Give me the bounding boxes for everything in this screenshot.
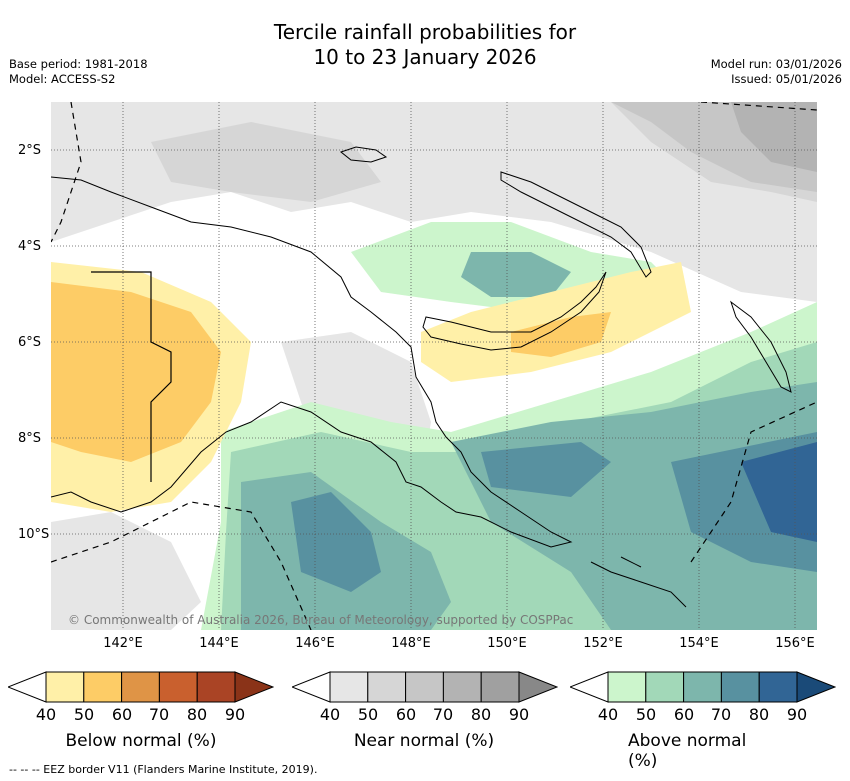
below-colorbar-segment bbox=[158, 671, 198, 703]
gridlines bbox=[51, 102, 817, 630]
near-normal-regions bbox=[51, 102, 817, 630]
above-colorbar-under bbox=[570, 671, 609, 703]
above-tick-60: 60 bbox=[673, 705, 695, 724]
below-tick-90: 90 bbox=[224, 705, 246, 724]
above-colorbar-segment bbox=[720, 671, 760, 703]
near-normal-colorbar bbox=[292, 671, 558, 703]
map-canvas bbox=[51, 102, 817, 630]
below-colorbar-segments bbox=[45, 671, 236, 703]
below-normal-title: Below normal (%) bbox=[65, 731, 217, 751]
above-colorbar-segment bbox=[607, 671, 647, 703]
lon-label-144e: 144°E bbox=[199, 636, 239, 651]
above-tick-70: 70 bbox=[710, 705, 732, 724]
lat-label-6s: 6°S bbox=[18, 335, 42, 350]
below-colorbar-segment bbox=[45, 671, 85, 703]
near-tick-90: 90 bbox=[508, 705, 530, 724]
eez-footer-note: -- -- -- EEZ border V11 (Flanders Marine… bbox=[9, 763, 318, 776]
map-panel bbox=[51, 102, 817, 630]
model-text: Model: ACCESS-S2 bbox=[9, 72, 116, 86]
base-period-text: Base period: 1981-2018 bbox=[9, 57, 148, 71]
below-region-east-50 bbox=[511, 312, 611, 357]
above-tick-80: 80 bbox=[748, 705, 770, 724]
near-colorbar-segment bbox=[367, 671, 407, 703]
model-run-text: Model run: 03/01/2026 bbox=[710, 57, 842, 71]
new-britain-coastline bbox=[422, 271, 607, 351]
lat-label-10s: 10°S bbox=[18, 527, 50, 542]
below-normal-colorbar bbox=[8, 671, 274, 703]
near-normal-title: Near normal (%) bbox=[353, 731, 495, 751]
lon-label-146e: 146°E bbox=[295, 636, 335, 651]
eez-border-southeast bbox=[690, 401, 817, 563]
below-normal-regions bbox=[51, 262, 691, 512]
lat-label-8s: 8°S bbox=[18, 431, 42, 446]
above-colorbar-segment bbox=[683, 671, 722, 703]
issued-text: Issued: 05/01/2026 bbox=[731, 72, 842, 86]
above-normal-title: Above normal (%) bbox=[628, 731, 747, 771]
coastlines bbox=[51, 146, 792, 608]
above-region-south-70 bbox=[241, 382, 817, 630]
near-tick-50: 50 bbox=[357, 705, 379, 724]
title-line-2: 10 to 23 January 2026 bbox=[313, 45, 537, 69]
lon-label-152e: 152°E bbox=[583, 636, 623, 651]
below-tick-80: 80 bbox=[186, 705, 208, 724]
lon-label-142e: 142°E bbox=[103, 636, 143, 651]
above-region-south-80 bbox=[291, 432, 817, 592]
lat-label-2s: 2°S bbox=[18, 143, 42, 158]
eez-border-northeast bbox=[700, 102, 817, 111]
near-region-southwest bbox=[51, 512, 201, 630]
lon-label-154e: 154°E bbox=[679, 636, 719, 651]
above-normal-colorbar bbox=[570, 671, 836, 703]
lat-label-4s: 4°S bbox=[18, 239, 42, 254]
eez-border-north bbox=[51, 102, 82, 243]
above-tick-40: 40 bbox=[597, 705, 619, 724]
meta-right: Model run: 03/01/2026 Issued: 05/01/2026 bbox=[711, 57, 842, 87]
near-tick-70: 70 bbox=[432, 705, 454, 724]
chart-title: Tercile rainfall probabilities for 10 to… bbox=[0, 20, 850, 70]
above-region-north-70 bbox=[461, 252, 571, 297]
below-colorbar-over bbox=[234, 671, 274, 703]
near-region-north-4 bbox=[731, 102, 817, 172]
below-tick-40: 40 bbox=[35, 705, 57, 724]
below-colorbar-under bbox=[8, 671, 47, 703]
below-tick-60: 60 bbox=[111, 705, 133, 724]
near-colorbar-segments bbox=[329, 671, 520, 703]
below-tick-50: 50 bbox=[73, 705, 95, 724]
bougainville-coastline bbox=[730, 300, 792, 393]
near-colorbar-segment bbox=[480, 671, 520, 703]
png-border bbox=[91, 271, 172, 482]
near-colorbar-segment bbox=[405, 671, 444, 703]
eez-borders bbox=[51, 102, 817, 630]
above-colorbar-segment bbox=[645, 671, 685, 703]
above-tick-90: 90 bbox=[786, 705, 808, 724]
lon-label-150e: 150°E bbox=[487, 636, 527, 651]
below-tick-70: 70 bbox=[148, 705, 170, 724]
above-colorbar-over bbox=[796, 671, 836, 703]
below-colorbar-segment bbox=[196, 671, 236, 703]
above-colorbar-segments bbox=[607, 671, 798, 703]
near-tick-60: 60 bbox=[395, 705, 417, 724]
above-tick-50: 50 bbox=[635, 705, 657, 724]
near-region-north-2 bbox=[51, 102, 817, 202]
title-line-1: Tercile rainfall probabilities for bbox=[273, 20, 577, 44]
lon-label-156e: 156°E bbox=[775, 636, 815, 651]
copyright-text: © Commonwealth of Australia 2026, Bureau… bbox=[68, 613, 574, 627]
below-colorbar-segment bbox=[121, 671, 160, 703]
near-colorbar-segment bbox=[329, 671, 369, 703]
louisiade-islands bbox=[590, 556, 687, 608]
near-tick-80: 80 bbox=[470, 705, 492, 724]
above-normal-regions bbox=[201, 222, 817, 630]
above-colorbar-segment bbox=[758, 671, 798, 703]
above-region-south-90 bbox=[741, 442, 817, 542]
new-ireland-coastline bbox=[500, 171, 652, 278]
near-colorbar-under bbox=[292, 671, 331, 703]
near-tick-40: 40 bbox=[319, 705, 341, 724]
meta-left: Base period: 1981-2018 Model: ACCESS-S2 bbox=[9, 57, 148, 87]
below-region-west-50 bbox=[51, 282, 221, 462]
near-colorbar-over bbox=[518, 671, 558, 703]
near-colorbar-segment bbox=[442, 671, 482, 703]
lon-label-148e: 148°E bbox=[391, 636, 431, 651]
below-colorbar-segment bbox=[83, 671, 123, 703]
new-guinea-coastline bbox=[51, 176, 573, 548]
manus-coastline bbox=[339, 146, 388, 163]
